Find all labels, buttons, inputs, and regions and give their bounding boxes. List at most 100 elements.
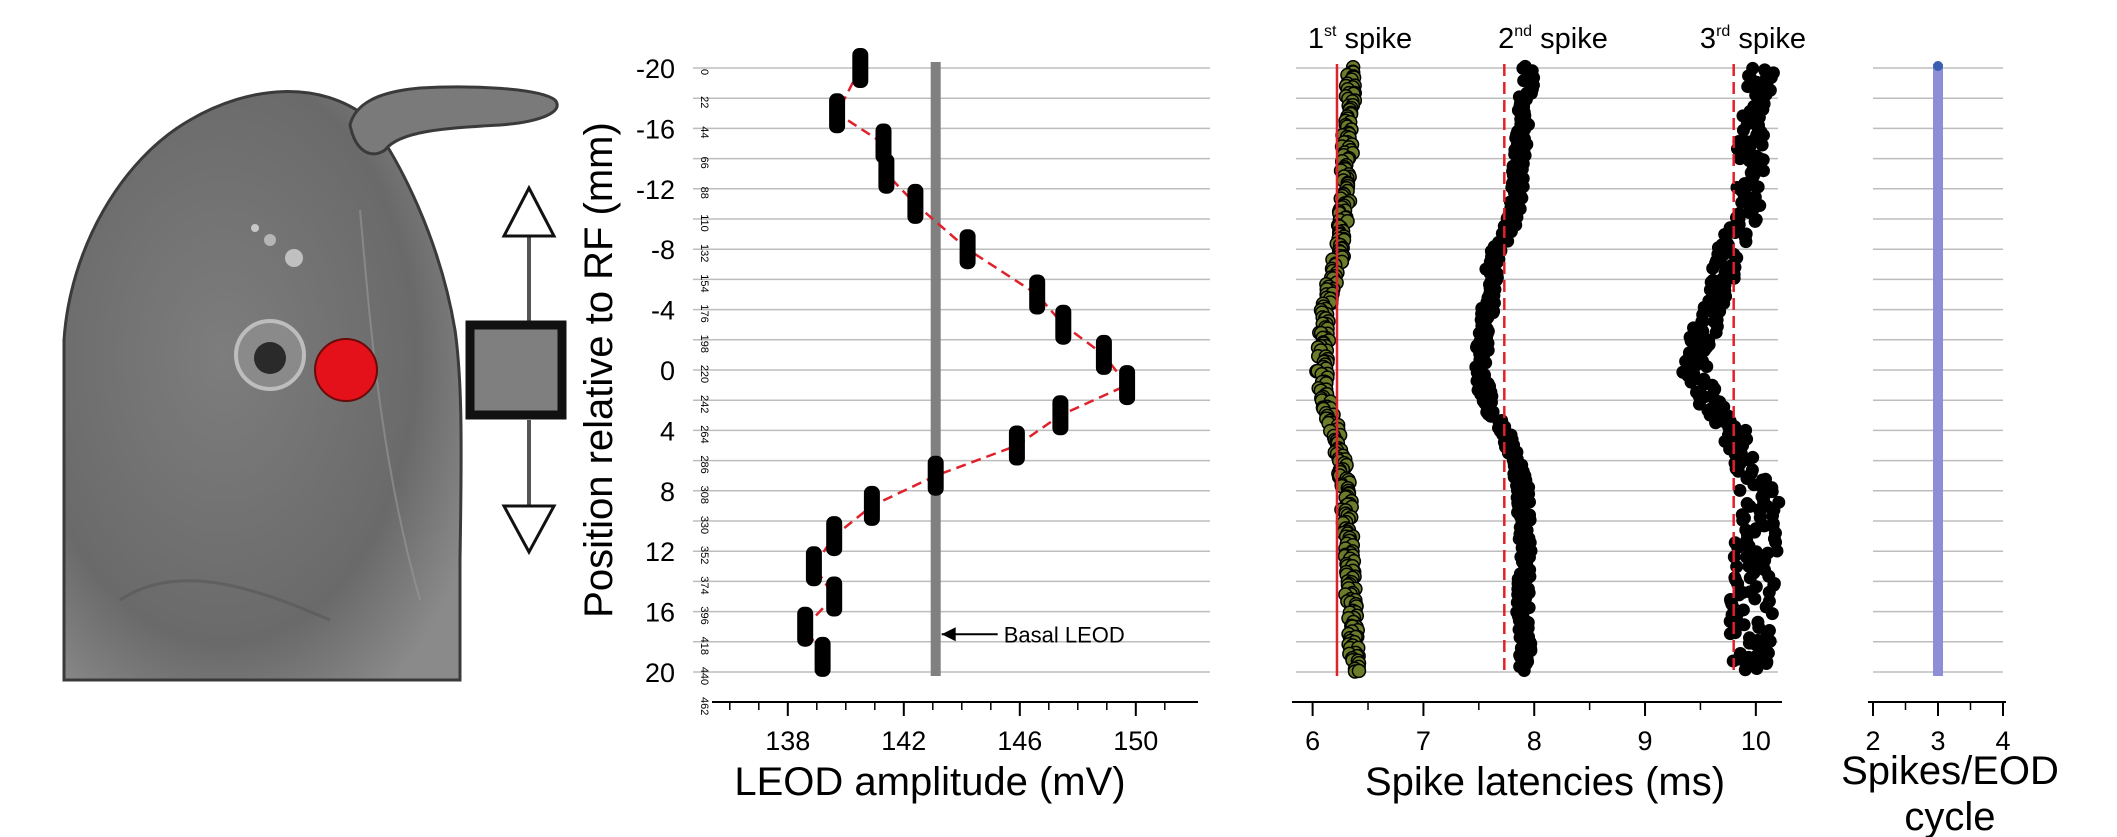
amplitude-point <box>1008 425 1025 466</box>
cycle-label: 88 <box>698 187 710 199</box>
x-axis-title-2: cycle <box>1904 795 1995 837</box>
cycle-label: 242 <box>698 395 710 413</box>
latency-point <box>1733 483 1747 497</box>
amplitude-point <box>959 229 976 270</box>
latency-point <box>1765 607 1779 621</box>
leod-amplitude-panel: -20 -16 -12 -8 -4 0 4 8 12 16 20 0 22 44 66 88 110 132 154… <box>577 48 1210 804</box>
amplitude-point <box>814 636 831 677</box>
y-tick-label: -16 <box>636 114 675 144</box>
y-tick-label: -20 <box>636 54 675 84</box>
amplitude-point <box>1052 395 1069 436</box>
cycle-label: 308 <box>698 486 710 504</box>
x-tick-label: 6 <box>1305 726 1320 756</box>
cycle-label: 220 <box>698 365 710 383</box>
x-tick-label: 138 <box>765 726 810 756</box>
y-tick-label: -8 <box>651 235 675 265</box>
cycle-label: 44 <box>698 126 710 138</box>
y-tick-label: 4 <box>660 416 675 446</box>
cycle-label: 374 <box>698 576 710 594</box>
cycle-label: 264 <box>698 425 710 443</box>
amplitude-point <box>1055 304 1072 345</box>
cycle-label: 22 <box>698 96 710 108</box>
latency-point <box>1731 464 1745 478</box>
amplitude-point <box>878 153 895 194</box>
cycle-label: 110 <box>698 214 710 232</box>
y-tick-label: -12 <box>636 175 675 205</box>
cycle-label: 176 <box>698 304 710 322</box>
amplitude-point <box>829 93 846 134</box>
amplitude-point <box>826 576 843 617</box>
amplitude-point <box>875 123 892 164</box>
latency-point <box>1752 620 1766 634</box>
amplitude-point <box>797 606 814 647</box>
amplitude-point <box>1119 365 1136 406</box>
latency-point <box>1748 214 1762 228</box>
electrode-icon <box>465 235 567 510</box>
stimulus-dot-icon <box>314 338 378 402</box>
cycle-label: 330 <box>698 516 710 534</box>
cycle-label: 440 <box>698 667 710 685</box>
latency-point <box>1739 235 1753 249</box>
y-tick-label: 16 <box>645 598 675 628</box>
amplitude-point <box>852 48 869 88</box>
y-tick-label: 20 <box>645 658 675 688</box>
annotation-arrowhead <box>941 627 956 642</box>
latency-point <box>1738 663 1752 677</box>
y-tick-label: -4 <box>651 296 675 326</box>
series-label: 1st spike <box>1308 23 1412 55</box>
latency-point <box>1706 261 1720 275</box>
cycle-label: 396 <box>698 606 710 624</box>
latency-point <box>1709 416 1723 430</box>
x-tick-label: 9 <box>1638 726 1653 756</box>
x-tick-label: 2 <box>1865 726 1880 756</box>
cycle-label: 462 <box>698 697 710 715</box>
x-tick-label: 8 <box>1527 726 1542 756</box>
latency-point <box>1517 664 1531 678</box>
amplitude-point <box>907 183 924 224</box>
latency-point <box>1700 360 1714 374</box>
x-axis-title: Spike latencies (ms) <box>1365 760 1725 804</box>
x-tick-label: 150 <box>1113 726 1158 756</box>
down-arrow-icon <box>501 504 557 556</box>
y-axis-title: Position relative to RF (mm) <box>577 122 621 618</box>
x-tick-label: 4 <box>1995 726 2010 756</box>
latency-point <box>1684 375 1698 389</box>
series-label: 2nd spike <box>1498 23 1608 55</box>
spike-latency-panel: 1st spike 2nd spike 3rd spike 6 7 8 9 10 Spike l… <box>1292 23 1806 804</box>
cycle-label: 286 <box>698 455 710 473</box>
latency-point <box>1762 585 1776 599</box>
basal-leod-label: Basal LEOD <box>1004 622 1125 647</box>
amplitude-fit-line <box>803 67 1130 658</box>
x-axis-title: LEOD amplitude (mV) <box>734 760 1125 804</box>
latency-point <box>1749 180 1763 194</box>
latency-point <box>1743 499 1757 513</box>
y-tick-label: 12 <box>645 537 675 567</box>
amplitude-point <box>1029 274 1046 315</box>
x-tick-label: 7 <box>1416 726 1431 756</box>
x-tick-label: 10 <box>1741 726 1771 756</box>
latency-point <box>1736 123 1750 137</box>
latency-point <box>1755 138 1769 152</box>
latency-point <box>1723 627 1737 641</box>
x-axis-title: Spikes/EOD <box>1841 749 2059 793</box>
latency-point <box>1750 661 1764 675</box>
latency-point <box>1748 592 1762 606</box>
cycle-label: 132 <box>698 244 710 262</box>
spikes-per-cycle-point <box>1933 61 1943 71</box>
fish-photo-icon <box>62 85 559 682</box>
latency-point <box>1708 382 1722 396</box>
latency-point <box>1727 271 1741 285</box>
y-tick-label: 8 <box>660 477 675 507</box>
latency-point <box>1351 663 1367 679</box>
x-tick-label: 142 <box>881 726 926 756</box>
cycle-label: 0 <box>698 69 710 75</box>
latency-point <box>1730 560 1744 574</box>
spikes-per-cycle-bar <box>1933 64 1943 676</box>
up-arrow-icon <box>501 184 557 238</box>
cycle-label: 352 <box>698 546 710 564</box>
cycle-label: 66 <box>698 156 710 168</box>
amplitude-point <box>1095 334 1112 375</box>
cycle-label: 198 <box>698 335 710 353</box>
